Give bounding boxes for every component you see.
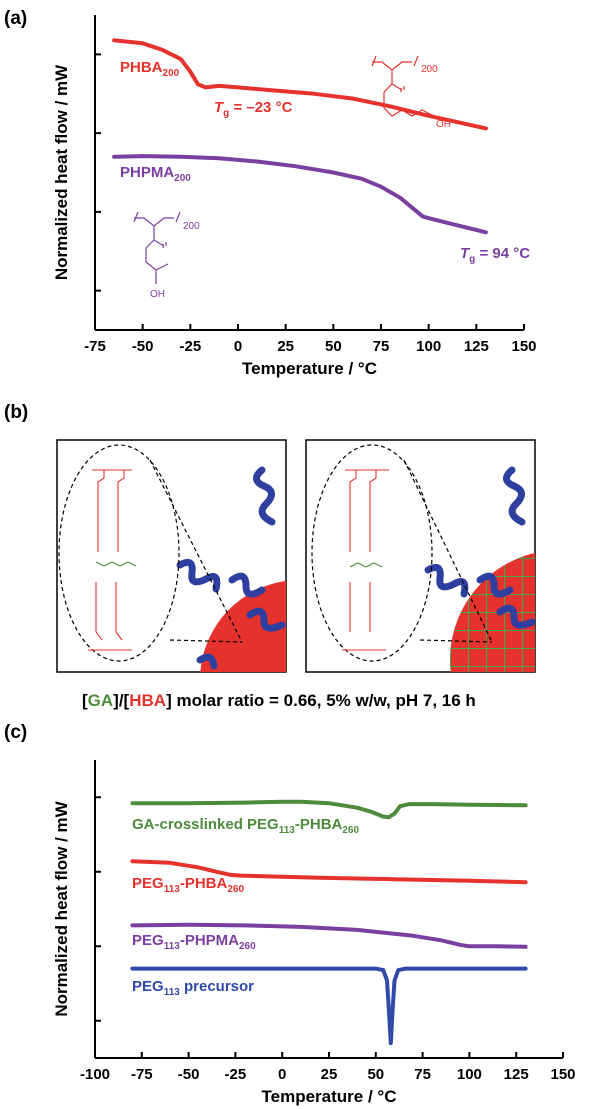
blue-corona-chains (176, 466, 286, 670)
x-tick-label: 125 (504, 1066, 529, 1083)
x-tick-label: 125 (464, 338, 489, 355)
phpma-structure-oh: OH (150, 289, 165, 300)
phpma-series-label: PHPMA200 (120, 164, 191, 184)
panel-c-series (130, 799, 528, 1046)
x-tick-label: 50 (367, 1066, 384, 1083)
series-line-3 (130, 966, 528, 1046)
phba-structure (371, 55, 435, 117)
zoom-ellipse (58, 444, 180, 662)
peg-precursor-series-label: PEG113 precursor (132, 978, 254, 998)
x-tick-label: 50 (325, 338, 342, 355)
x-tick-label: 25 (277, 338, 294, 355)
x-tick-label: -25 (225, 1066, 247, 1083)
x-tick-label: 100 (416, 338, 441, 355)
panel-label-a: (a) (4, 8, 27, 29)
crosslink-network (450, 552, 535, 672)
x-tick-label: 150 (511, 338, 536, 355)
panel-a-ticks: -75 -50 -25 0 25 50 75 100 125 150 (84, 53, 537, 355)
peg-phba-series-label: PEG113-PHBA260 (132, 875, 244, 895)
phpma-structure-dp: 200 (183, 221, 200, 232)
x-tick-label: -25 (179, 338, 201, 355)
x-tick-label: 0 (278, 1066, 286, 1083)
red-core-particle (200, 581, 286, 672)
panel-c-chart: Temperature / °C Normalized heat flow / m… (52, 760, 576, 1106)
micelle-before-crosslinking (56, 439, 287, 673)
micelle-after-crosslinking (305, 439, 536, 673)
panel-c-axes: Temperature / °C Normalized heat flow / m… (52, 760, 563, 1106)
panel-label-b: (b) (4, 402, 28, 423)
phba-structure-dp: 200 (421, 64, 438, 75)
x-tick-label: -100 (80, 1066, 110, 1083)
phba-structure-oh: OH (436, 119, 451, 130)
y-axis-title: Normalized heat flow / mW (52, 64, 71, 280)
ga-molecule (95, 561, 137, 567)
phpma-structure (133, 211, 181, 284)
x-axis-title: Temperature / °C (262, 1087, 397, 1106)
panel-c-ticks: -100 -75 -50 -25 0 25 50 75 100 125 150 (80, 796, 576, 1083)
series-line-0 (112, 38, 488, 131)
x-tick-label: 100 (457, 1066, 482, 1083)
phpma-tg-annotation: Tg = 94 °C (460, 245, 530, 265)
x-tick-label: 0 (234, 338, 242, 355)
phba-series-label: PHBA200 (120, 59, 180, 79)
x-tick-label: -50 (178, 1066, 200, 1083)
panel-label-c: (c) (4, 722, 27, 743)
x-tick-label: 75 (414, 1066, 431, 1083)
panel-b-schematic: [GA]/[HBA] molar ratio = 0.66, 5% w/w, p… (56, 439, 536, 710)
x-tick-label: 150 (550, 1066, 575, 1083)
x-tick-label: -75 (131, 1066, 153, 1083)
panel-a-series (112, 38, 488, 235)
x-tick-label: 75 (373, 338, 390, 355)
phba-tg-annotation: Tg = –23 °C (214, 99, 293, 119)
x-axis-title: Temperature / °C (242, 359, 377, 378)
panel-a-chart: Temperature / °C Normalized heat flow / m… (52, 15, 537, 378)
crosslinking-conditions: [GA]/[HBA] molar ratio = 0.66, 5% w/w, p… (82, 691, 476, 710)
x-tick-label: -75 (84, 338, 106, 355)
ga-crosslinked-series-label: GA-crosslinked PEG113-PHBA260 (132, 816, 359, 836)
ga-crosslink (349, 562, 383, 568)
panel-a-axes: Temperature / °C Normalized heat flow / m… (52, 15, 524, 378)
zoom-ellipse-right (311, 444, 433, 662)
x-tick-label: -50 (132, 338, 154, 355)
hba-units-top (92, 469, 132, 552)
series-line-1 (112, 154, 488, 235)
crosslinked-units (342, 469, 389, 651)
y-axis-title: Normalized heat flow / mW (52, 800, 71, 1016)
series-line-0 (130, 799, 528, 820)
x-tick-label: 25 (321, 1066, 338, 1083)
hba-units-bottom (88, 582, 132, 651)
series-line-1 (130, 859, 528, 885)
series-line-2 (130, 922, 528, 949)
peg-phpma-series-label: PEG113-PHPMA260 (132, 932, 256, 952)
